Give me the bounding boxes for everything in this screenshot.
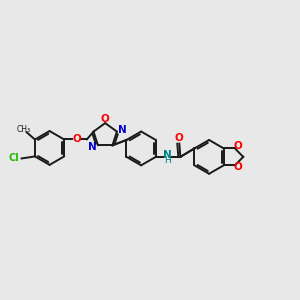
Text: CH₃: CH₃ (16, 125, 31, 134)
Text: Cl: Cl (8, 154, 19, 164)
Text: O: O (234, 162, 242, 172)
Text: N: N (163, 150, 171, 160)
Text: O: O (175, 134, 184, 143)
Text: N: N (88, 142, 97, 152)
Text: O: O (234, 141, 242, 152)
Text: O: O (72, 134, 81, 145)
Text: O: O (101, 114, 110, 124)
Text: N: N (118, 124, 126, 134)
Text: H: H (164, 157, 170, 166)
